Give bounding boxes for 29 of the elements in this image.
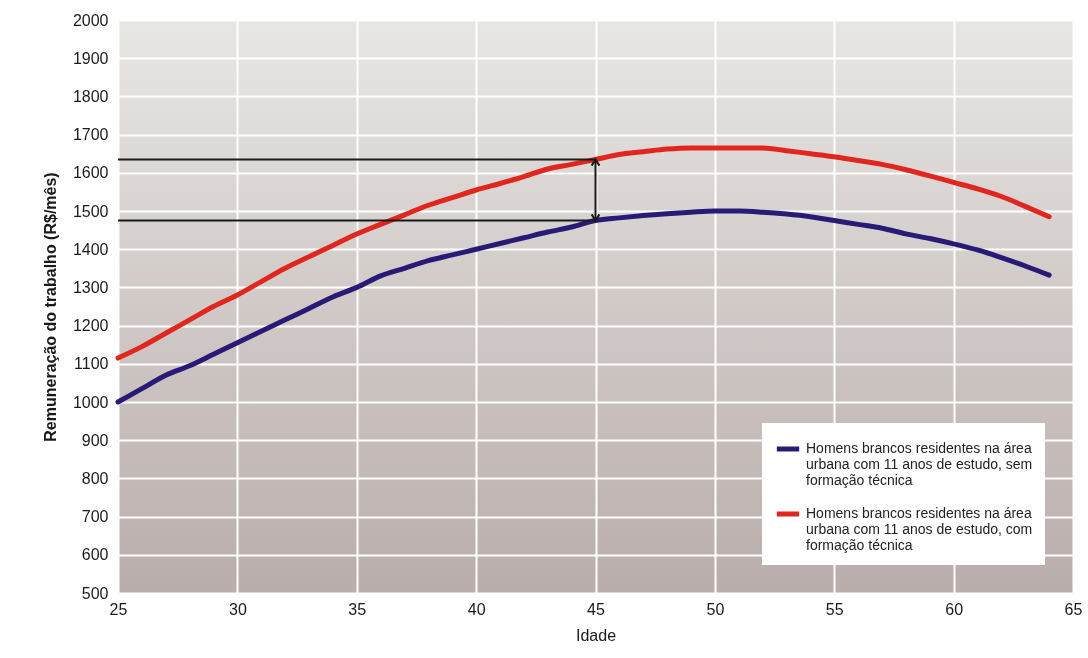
x-tick-label: 35: [348, 600, 367, 618]
y-tick-label: 700: [81, 508, 109, 526]
x-tick-label: 60: [945, 600, 964, 618]
y-tick-label: 1700: [72, 126, 109, 144]
y-tick-label: 1500: [72, 202, 109, 220]
y-tick-label: 1200: [72, 317, 109, 335]
x-tick-label: 30: [228, 600, 247, 618]
y-tick-label: 1900: [72, 49, 109, 67]
y-tick-label: 500: [81, 584, 109, 602]
x-tick-label: 40: [467, 600, 486, 618]
x-tick-label: 50: [706, 600, 725, 618]
x-tick-label: 45: [587, 600, 605, 618]
y-tick-label: 2000: [72, 11, 109, 29]
y-axis-title: Remuneração do trabalho (R$/mês): [41, 172, 59, 442]
y-tick-label: 1800: [72, 87, 109, 105]
y-tick-label: 1100: [74, 355, 109, 373]
y-tick-label: 600: [81, 546, 109, 564]
y-tick-label: 800: [81, 469, 109, 487]
x-tick-label: 55: [825, 600, 844, 618]
legend-label: Homens brancos residentes na área urbana com 11 anos de estudo, sem formação técnica: [806, 440, 1033, 488]
y-tick-label: 900: [81, 431, 109, 449]
x-axis-title: Idade: [575, 626, 617, 644]
x-tick-label: 65: [1064, 600, 1083, 618]
y-tick-label: 1400: [72, 240, 109, 258]
y-tick-label: 1000: [72, 393, 109, 411]
legend-label: Homens brancos residentes na área urbana com 11 anos de estudo, com formação técnica: [806, 505, 1033, 553]
y-tick-label: 1300: [72, 278, 109, 296]
y-tick-label: 1600: [72, 164, 109, 182]
x-tick-label: 25: [109, 600, 128, 618]
